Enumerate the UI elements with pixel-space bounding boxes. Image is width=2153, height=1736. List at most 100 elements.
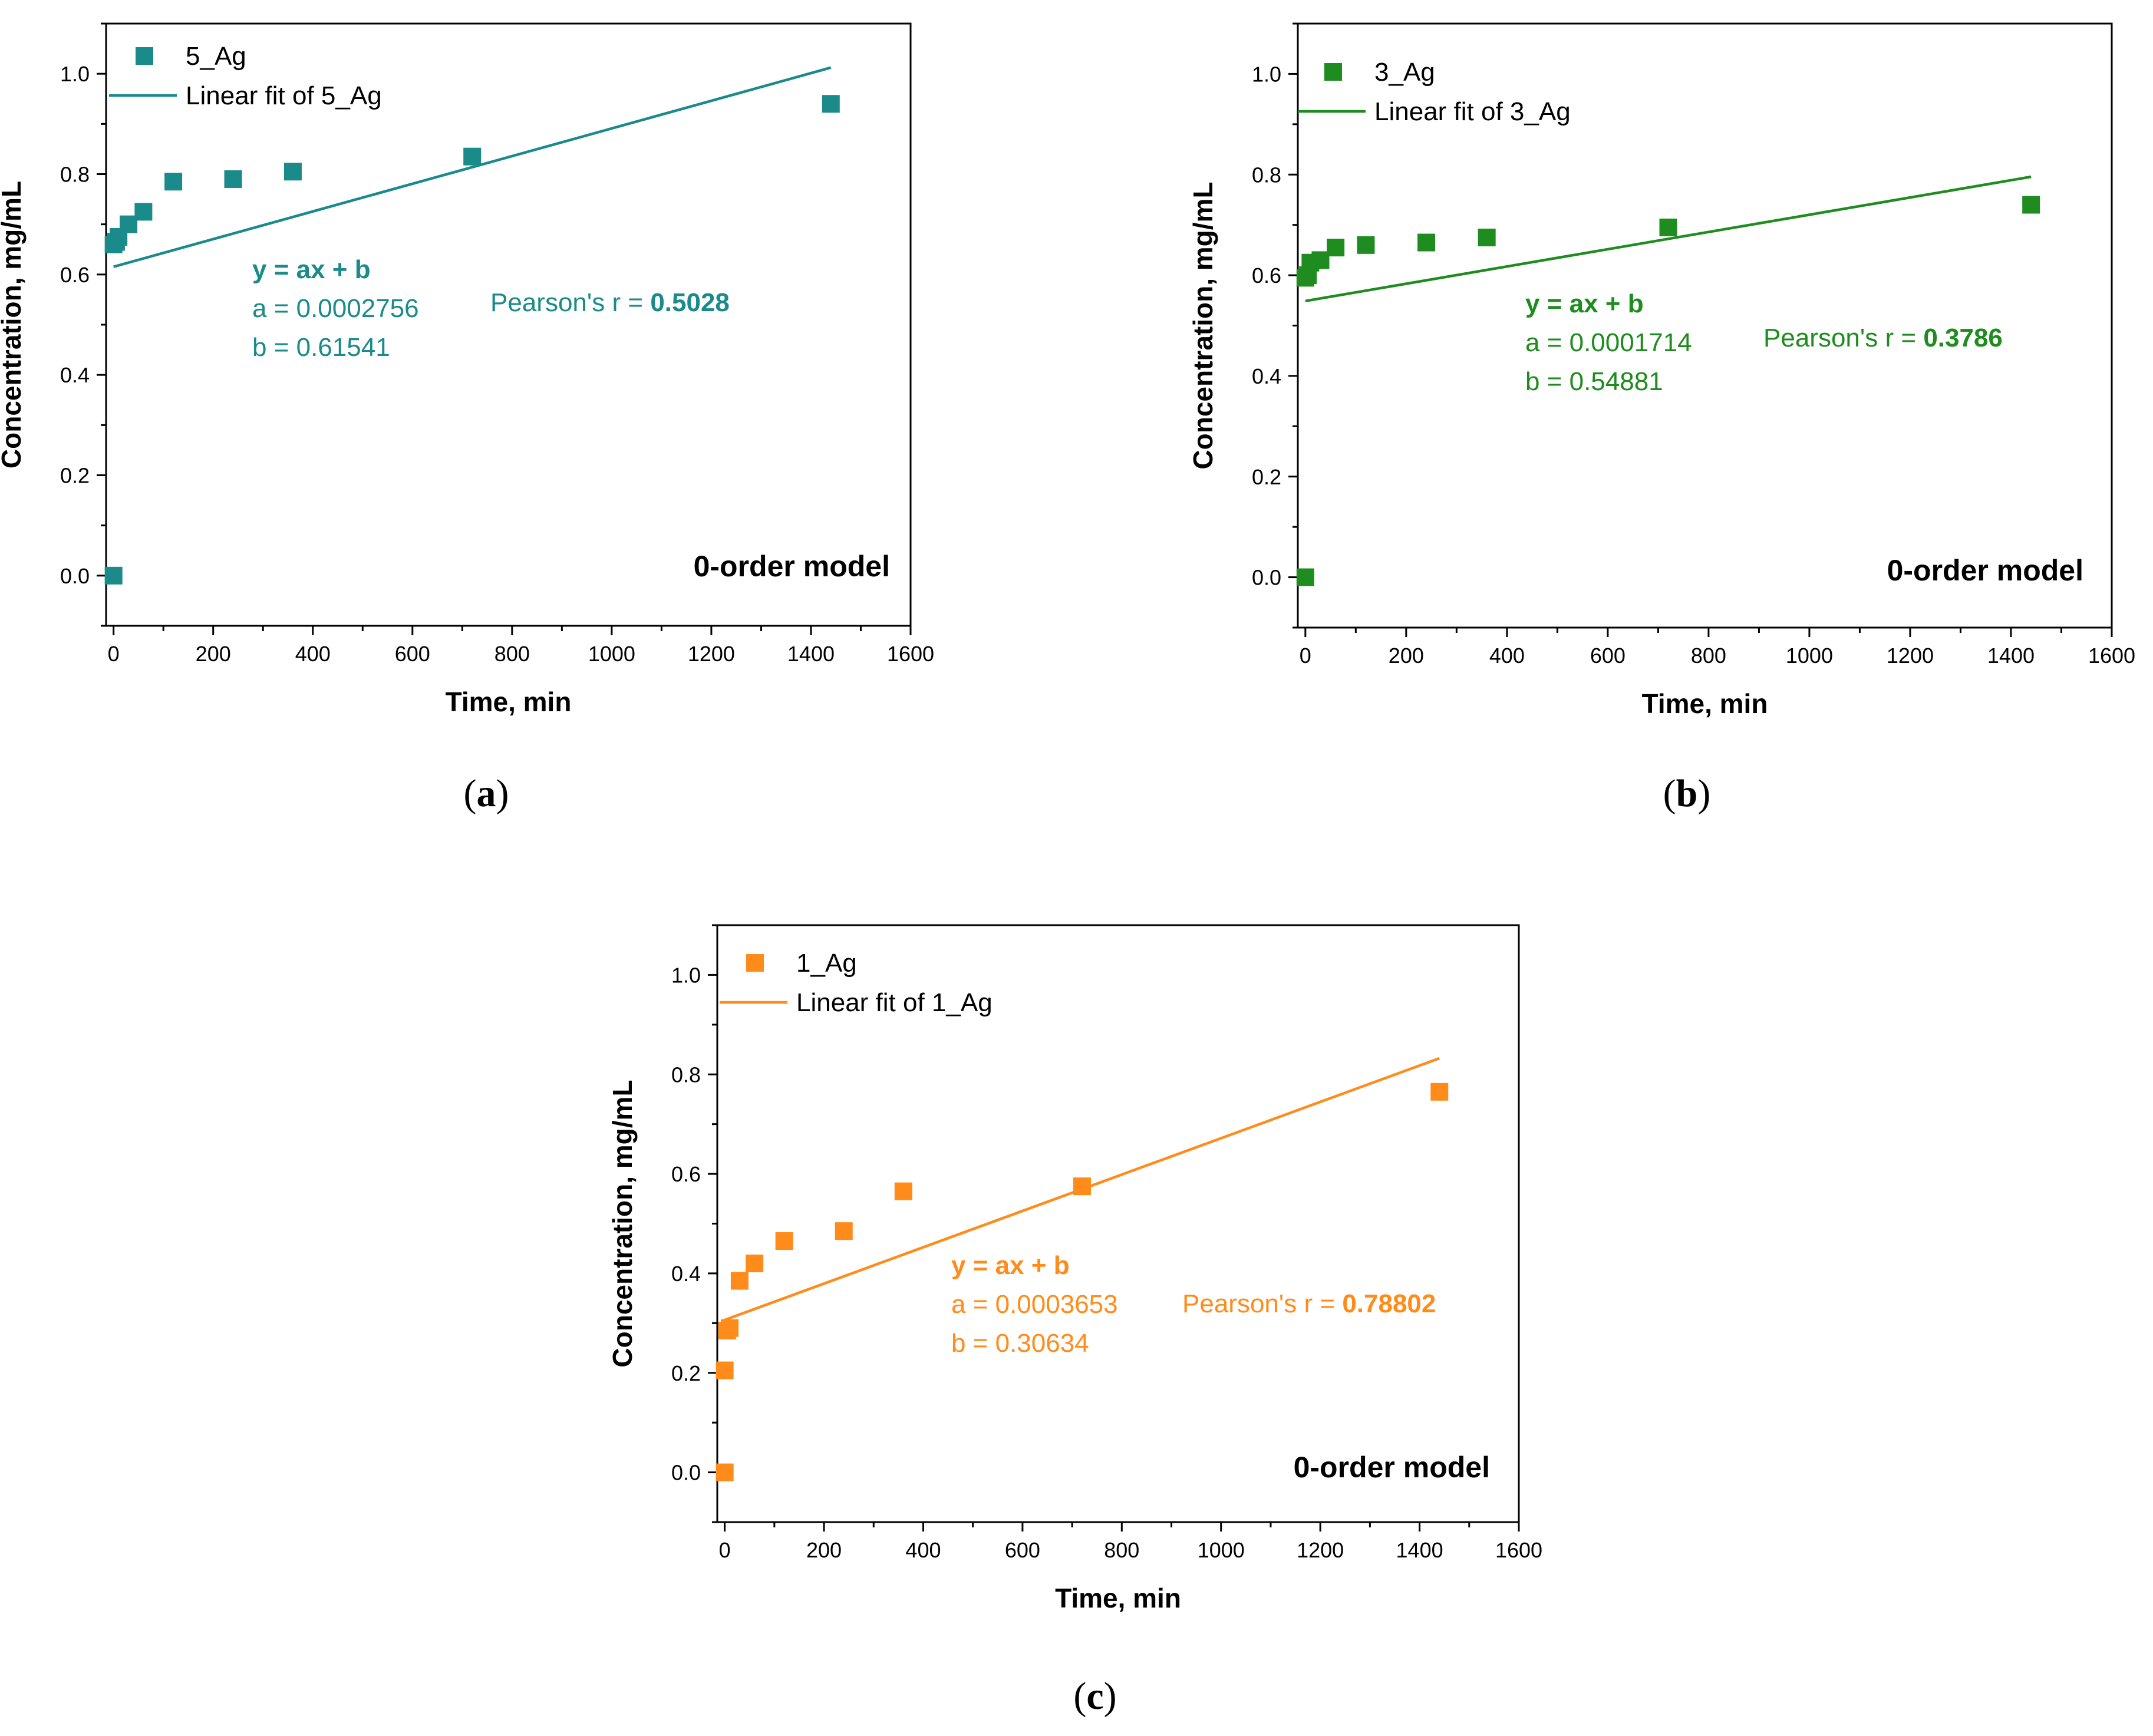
data-point [1417,233,1436,252]
legend-label-data: 1_Ag [796,949,857,978]
chart-panel-c: 0 200 400 600 800 1000 1200 1400 1600 0.0 0.2 0.4 0.… [607,924,1542,1718]
y-tick-label: 0.2 [671,1361,701,1385]
data-point [224,170,242,189]
y-tick-label: 1.0 [671,963,701,987]
x-tick-label: 800 [1691,643,1726,668]
y-tick-label: 1.0 [1252,62,1281,86]
panel-caption: (b) [1663,772,1711,815]
data-point [1073,1177,1091,1196]
y-tick-label: 0.2 [1252,465,1281,489]
x-tick-label: 1400 [787,642,835,666]
data-point [283,163,302,181]
pearson-label: Pearson's r = [1763,324,1923,352]
model-label: 0-order model [1294,1451,1490,1484]
x-tick-label: 800 [1104,1538,1139,1562]
x-axis-title: Time, min [1055,1583,1181,1613]
pearson-value: 0.5028 [650,288,730,317]
legend-label-fit: Linear fit of 3_Ag [1374,97,1571,126]
x-tick-label: 1200 [688,642,735,666]
slope-text: a = 0.0003653 [951,1290,1118,1319]
model-label: 0-order model [1887,554,2083,587]
x-tick-label: 1200 [1887,643,1934,668]
pearson-text: Pearson's r = 0.78802 [1182,1289,1436,1318]
chart-panel-b: 0 200 400 600 800 1000 1200 1400 1600 0.0 0.2 0.4 0.… [1188,22,2135,815]
y-tick-label: 0.0 [60,564,90,588]
x-axis-title: Time, min [1642,688,1768,719]
x-tick-label: 0 [1300,643,1311,668]
panel-paren-open: ( [1663,772,1676,815]
fit-line [113,66,832,268]
x-tick-label: 1000 [1198,1538,1245,1562]
data-point [1478,229,1496,247]
data-point [746,1255,764,1273]
pearson-text: Pearson's r = 0.3786 [1763,324,2003,352]
panel-paren-open: ( [464,772,477,815]
data-point [1659,218,1677,236]
y-tick-label: 0.4 [60,363,90,387]
x-tick-label: 0 [719,1538,731,1562]
panel-paren-close: ) [1697,772,1710,815]
data-point [835,1222,853,1240]
data-point [716,1361,734,1379]
panel-paren-open: ( [1073,1675,1086,1718]
legend-label-data: 3_Ag [1374,58,1435,87]
panel-letter: b [1676,772,1698,815]
data-point [2022,196,2040,214]
data-point [164,173,183,191]
y-tick-label: 0.6 [1252,263,1281,288]
legend-marker [136,47,153,65]
panel-paren-close: ) [1104,1675,1117,1718]
x-tick-label: 1000 [588,642,635,666]
x-tick-label: 800 [494,642,530,666]
x-tick-label: 400 [905,1538,941,1562]
slope-text: a = 0.0002756 [252,294,419,323]
data-point [463,147,482,166]
x-tick-label: 600 [395,642,430,666]
equation-text: y = ax + b [252,255,371,284]
x-tick-label: 200 [1389,643,1424,668]
data-point [822,95,840,113]
x-tick-label: 1400 [1987,643,2035,668]
panel-letter: a [477,772,496,815]
y-tick-label: 0.4 [1252,364,1281,388]
y-tick-label: 0.6 [60,263,90,287]
data-point [1327,239,1345,257]
intercept-text: b = 0.61541 [252,333,390,362]
chart-panel-a: 0 200 400 600 800 1000 1200 1400 1600 0.0 0.2 0.4 0.… [0,22,934,815]
x-tick-label: 1600 [887,642,934,666]
equation-text: y = ax + b [1525,289,1644,318]
y-tick-label: 1.0 [60,62,90,86]
intercept-text: b = 0.30634 [951,1329,1089,1358]
x-tick-label: 1000 [1786,643,1833,668]
plot-frame [105,22,912,627]
panel-paren-close: ) [496,772,509,815]
y-tick-label: 0.8 [671,1062,701,1087]
data-point [730,1272,749,1290]
data-point [775,1232,793,1250]
panel-caption: (c) [1073,1675,1116,1718]
x-tick-label: 400 [1489,643,1525,668]
y-tick-label: 0.0 [1252,566,1281,590]
legend-label-data: 5_Ag [186,42,246,71]
y-tick-label: 0.8 [60,163,90,187]
x-tick-label: 1200 [1297,1538,1344,1562]
data-point [716,1463,734,1481]
y-tick-label: 0.6 [671,1162,701,1186]
equation-text: y = ax + b [951,1251,1070,1280]
data-point [1430,1082,1449,1101]
pearson-value: 0.3786 [1923,324,2003,352]
y-tick-label: 0.2 [60,464,90,488]
y-tick-label: 0.8 [1252,163,1281,187]
x-tick-label: 200 [806,1538,842,1562]
legend-marker [1324,63,1342,81]
x-tick-label: 1600 [2088,643,2135,668]
x-tick-label: 400 [295,642,331,666]
legend-label-fit: Linear fit of 1_Ag [796,988,993,1017]
y-axis-title: Concentration, mg/mL [1188,181,1218,469]
y-tick-label: 0.0 [671,1461,701,1485]
legend-label-fit: Linear fit of 5_Ag [186,81,382,110]
intercept-text: b = 0.54881 [1525,367,1663,396]
y-axis-title: Concentration, mg/mL [607,1080,638,1367]
x-tick-label: 1400 [1396,1538,1443,1562]
